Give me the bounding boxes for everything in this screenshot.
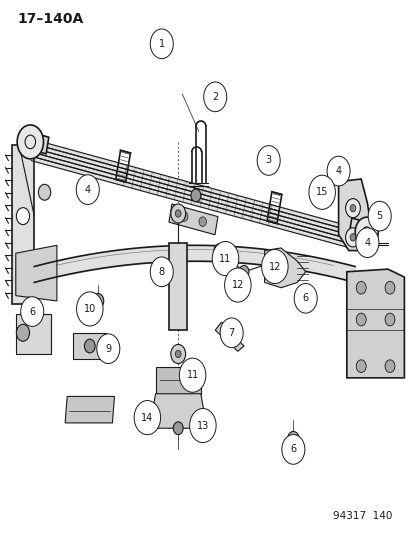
Text: 94317  140: 94317 140	[332, 511, 391, 521]
Circle shape	[355, 228, 378, 257]
Circle shape	[354, 217, 377, 247]
Circle shape	[294, 284, 316, 313]
Polygon shape	[338, 179, 370, 251]
Text: 7: 7	[228, 328, 234, 338]
Polygon shape	[155, 367, 200, 394]
Circle shape	[179, 358, 205, 392]
Circle shape	[199, 217, 206, 227]
Polygon shape	[346, 269, 404, 378]
Circle shape	[38, 184, 51, 200]
Circle shape	[171, 204, 185, 223]
Polygon shape	[73, 333, 106, 359]
Circle shape	[97, 334, 119, 364]
Circle shape	[299, 288, 311, 303]
Circle shape	[76, 292, 103, 326]
Circle shape	[367, 201, 390, 231]
Circle shape	[271, 255, 281, 268]
Circle shape	[92, 294, 104, 309]
Text: 5: 5	[376, 211, 382, 221]
Circle shape	[175, 210, 180, 217]
Circle shape	[76, 175, 99, 205]
Text: 15: 15	[315, 187, 328, 197]
Circle shape	[349, 205, 355, 212]
Circle shape	[17, 324, 29, 341]
Circle shape	[150, 257, 173, 287]
Polygon shape	[31, 156, 360, 251]
Text: 6: 6	[290, 445, 296, 455]
Circle shape	[150, 29, 173, 59]
Circle shape	[84, 339, 95, 353]
Circle shape	[189, 408, 216, 442]
Text: 8: 8	[158, 267, 164, 277]
Polygon shape	[65, 397, 114, 423]
Circle shape	[21, 297, 44, 326]
Text: 12: 12	[268, 262, 280, 271]
Text: 4: 4	[363, 238, 370, 248]
Circle shape	[256, 146, 280, 175]
Polygon shape	[32, 152, 361, 247]
Text: 1: 1	[158, 39, 164, 49]
Polygon shape	[16, 245, 57, 301]
Circle shape	[175, 350, 180, 358]
Polygon shape	[169, 243, 187, 330]
Circle shape	[384, 360, 394, 373]
Circle shape	[345, 228, 359, 247]
Circle shape	[261, 249, 287, 284]
Polygon shape	[33, 144, 362, 238]
Text: 14: 14	[141, 413, 153, 423]
Circle shape	[212, 241, 238, 276]
Polygon shape	[215, 322, 243, 351]
Circle shape	[171, 344, 185, 364]
Polygon shape	[348, 218, 370, 244]
Polygon shape	[149, 394, 206, 428]
Circle shape	[220, 318, 242, 348]
Circle shape	[287, 431, 298, 446]
Circle shape	[17, 208, 29, 224]
Circle shape	[356, 313, 365, 326]
Text: 6: 6	[302, 293, 308, 303]
Polygon shape	[30, 133, 49, 154]
Circle shape	[384, 313, 394, 326]
Text: 10: 10	[83, 304, 96, 314]
Circle shape	[173, 422, 183, 434]
Circle shape	[180, 212, 188, 221]
Text: 6: 6	[29, 306, 35, 317]
Polygon shape	[16, 314, 51, 354]
Circle shape	[203, 82, 226, 112]
Circle shape	[214, 244, 224, 257]
Circle shape	[369, 207, 380, 220]
Text: 11: 11	[186, 370, 198, 380]
Polygon shape	[34, 140, 363, 234]
Circle shape	[308, 175, 335, 209]
Circle shape	[345, 199, 359, 217]
Circle shape	[190, 189, 200, 202]
Circle shape	[238, 265, 248, 278]
Circle shape	[326, 156, 349, 186]
Text: 12: 12	[231, 280, 243, 290]
Text: 2: 2	[211, 92, 218, 102]
Circle shape	[356, 281, 365, 294]
Text: 9: 9	[105, 344, 111, 354]
Circle shape	[281, 434, 304, 464]
Text: 4: 4	[335, 166, 341, 176]
Polygon shape	[264, 248, 305, 288]
Circle shape	[22, 305, 34, 320]
Circle shape	[356, 360, 365, 373]
Circle shape	[349, 233, 355, 241]
Text: 3: 3	[265, 156, 271, 165]
Polygon shape	[33, 148, 361, 243]
Polygon shape	[12, 144, 34, 304]
Polygon shape	[169, 204, 217, 235]
Text: 17–140A: 17–140A	[18, 12, 84, 26]
Circle shape	[17, 125, 43, 159]
Text: 11: 11	[219, 254, 231, 263]
Text: 4: 4	[85, 184, 90, 195]
Circle shape	[224, 268, 250, 302]
Circle shape	[384, 281, 394, 294]
Text: 13: 13	[196, 421, 209, 431]
Circle shape	[134, 400, 160, 435]
Circle shape	[363, 237, 374, 251]
